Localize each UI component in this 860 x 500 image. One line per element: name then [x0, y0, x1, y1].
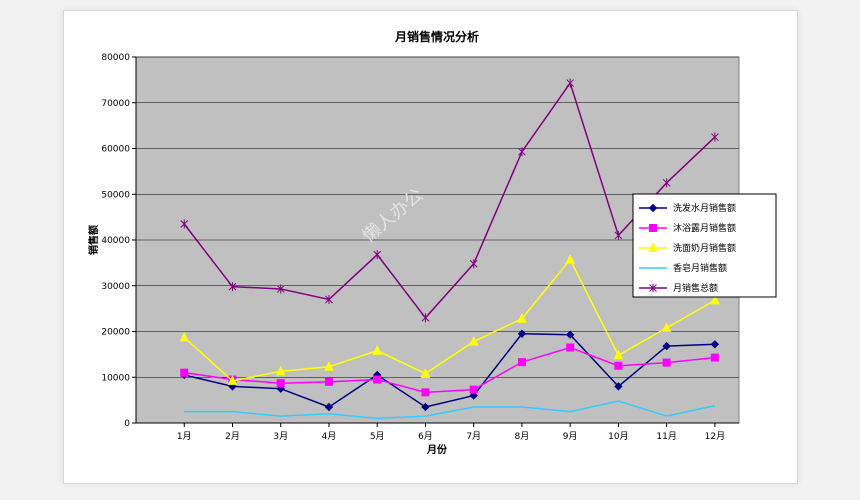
data-point — [710, 294, 720, 305]
data-point — [710, 353, 719, 362]
data-point — [228, 282, 237, 292]
data-point — [566, 343, 575, 352]
legend-marker — [648, 203, 658, 213]
x-tick-label: 11月 — [656, 431, 676, 442]
legend-marker — [649, 283, 657, 293]
y-axis-title: 销售额 — [87, 225, 100, 255]
legend-entry: 月销售总额 — [639, 282, 718, 294]
data-point — [227, 375, 238, 385]
data-point — [180, 368, 189, 377]
data-point — [517, 329, 527, 338]
series-4 — [184, 400, 716, 420]
data-point — [325, 294, 333, 304]
data-point — [421, 402, 430, 412]
data-point — [518, 147, 526, 157]
legend-label: 沐浴露月销售额 — [673, 222, 736, 234]
gridlines — [136, 56, 739, 378]
x-tick-label: 12月 — [705, 431, 725, 442]
data-point — [324, 361, 334, 371]
legend-label: 洗面奶月销售额 — [673, 242, 736, 254]
legend-entry: 洗发水月销售额 — [639, 202, 736, 214]
y-tick-label: 70000 — [101, 99, 130, 109]
data-point — [614, 382, 623, 391]
y-tick-label: 20000 — [101, 328, 130, 338]
legend-marker — [648, 242, 658, 252]
x-tick-label: 3月 — [273, 431, 288, 442]
legend-box — [632, 193, 777, 298]
data-point — [614, 361, 623, 370]
x-tick-label: 8月 — [515, 431, 530, 442]
legend-label: 月销售总额 — [673, 282, 718, 294]
series-line — [184, 400, 716, 420]
series-line — [184, 333, 715, 408]
series-line — [184, 346, 715, 394]
y-tick-label: 50000 — [101, 190, 130, 200]
legend-label: 香皂月销售额 — [673, 262, 727, 274]
y-tick-label: 10000 — [101, 373, 130, 383]
legend-label: 洗发水月销售额 — [673, 202, 736, 214]
data-point — [469, 391, 478, 400]
chart-frame: 0 10000 20000 30000 40000 50000 60000 70000 8000… — [63, 10, 798, 484]
series-layer — [179, 78, 720, 420]
data-point — [468, 335, 479, 346]
data-point — [614, 230, 623, 240]
data-point — [276, 379, 285, 388]
x-tick-label: 9月 — [563, 431, 578, 442]
data-point — [711, 132, 719, 142]
data-point — [275, 365, 286, 376]
data-point — [420, 367, 431, 378]
legend-entry: 香皂月销售额 — [639, 262, 727, 274]
series-line — [183, 258, 716, 382]
data-point — [517, 358, 526, 367]
x-tick-label: 4月 — [322, 431, 337, 442]
data-point — [565, 254, 575, 264]
y-tick-label: 0 — [124, 419, 130, 429]
x-tick-label: 2月 — [225, 431, 240, 442]
line-chart: 0 10000 20000 30000 40000 50000 60000 70000 8000… — [87, 29, 777, 456]
x-tick-label: 6月 — [418, 431, 433, 442]
chart-title: 月销售情况分析 — [394, 29, 479, 44]
data-point — [469, 259, 478, 269]
legend-entry: 洗面奶月销售额 — [639, 242, 736, 254]
data-point — [661, 322, 672, 332]
data-point — [276, 284, 285, 294]
data-point — [566, 78, 575, 88]
data-point — [662, 341, 671, 351]
data-point — [373, 250, 382, 260]
x-tick-label: 7月 — [466, 431, 481, 442]
y-tick-label: 80000 — [101, 53, 130, 63]
series-3 — [179, 254, 720, 385]
data-point — [180, 219, 189, 229]
data-point — [421, 388, 430, 397]
data-point — [662, 358, 671, 367]
y-tick-label: 40000 — [101, 236, 130, 246]
data-point — [324, 402, 334, 412]
data-point — [662, 178, 671, 188]
data-point — [710, 340, 720, 349]
data-point — [324, 377, 333, 386]
x-tick-label: 10月 — [608, 431, 628, 442]
series-line — [183, 81, 716, 319]
data-point — [613, 349, 624, 360]
x-tick-label: 1月 — [177, 431, 192, 442]
axes: 0 10000 20000 30000 40000 50000 60000 70000 8000… — [101, 53, 739, 442]
data-point — [421, 313, 430, 323]
data-point — [372, 345, 383, 355]
data-point — [565, 330, 575, 339]
y-tick-label: 60000 — [101, 145, 130, 155]
legend-marker — [649, 224, 657, 232]
y-tick-label: 30000 — [101, 282, 130, 292]
data-point — [469, 385, 478, 394]
legend-entry: 沐浴露月销售额 — [639, 222, 736, 234]
data-point — [373, 375, 382, 384]
data-point — [179, 331, 190, 342]
x-axis-title: 月份 — [426, 443, 448, 456]
data-point — [517, 313, 527, 323]
x-tick-label: 5月 — [370, 431, 385, 442]
series-5 — [180, 78, 719, 323]
